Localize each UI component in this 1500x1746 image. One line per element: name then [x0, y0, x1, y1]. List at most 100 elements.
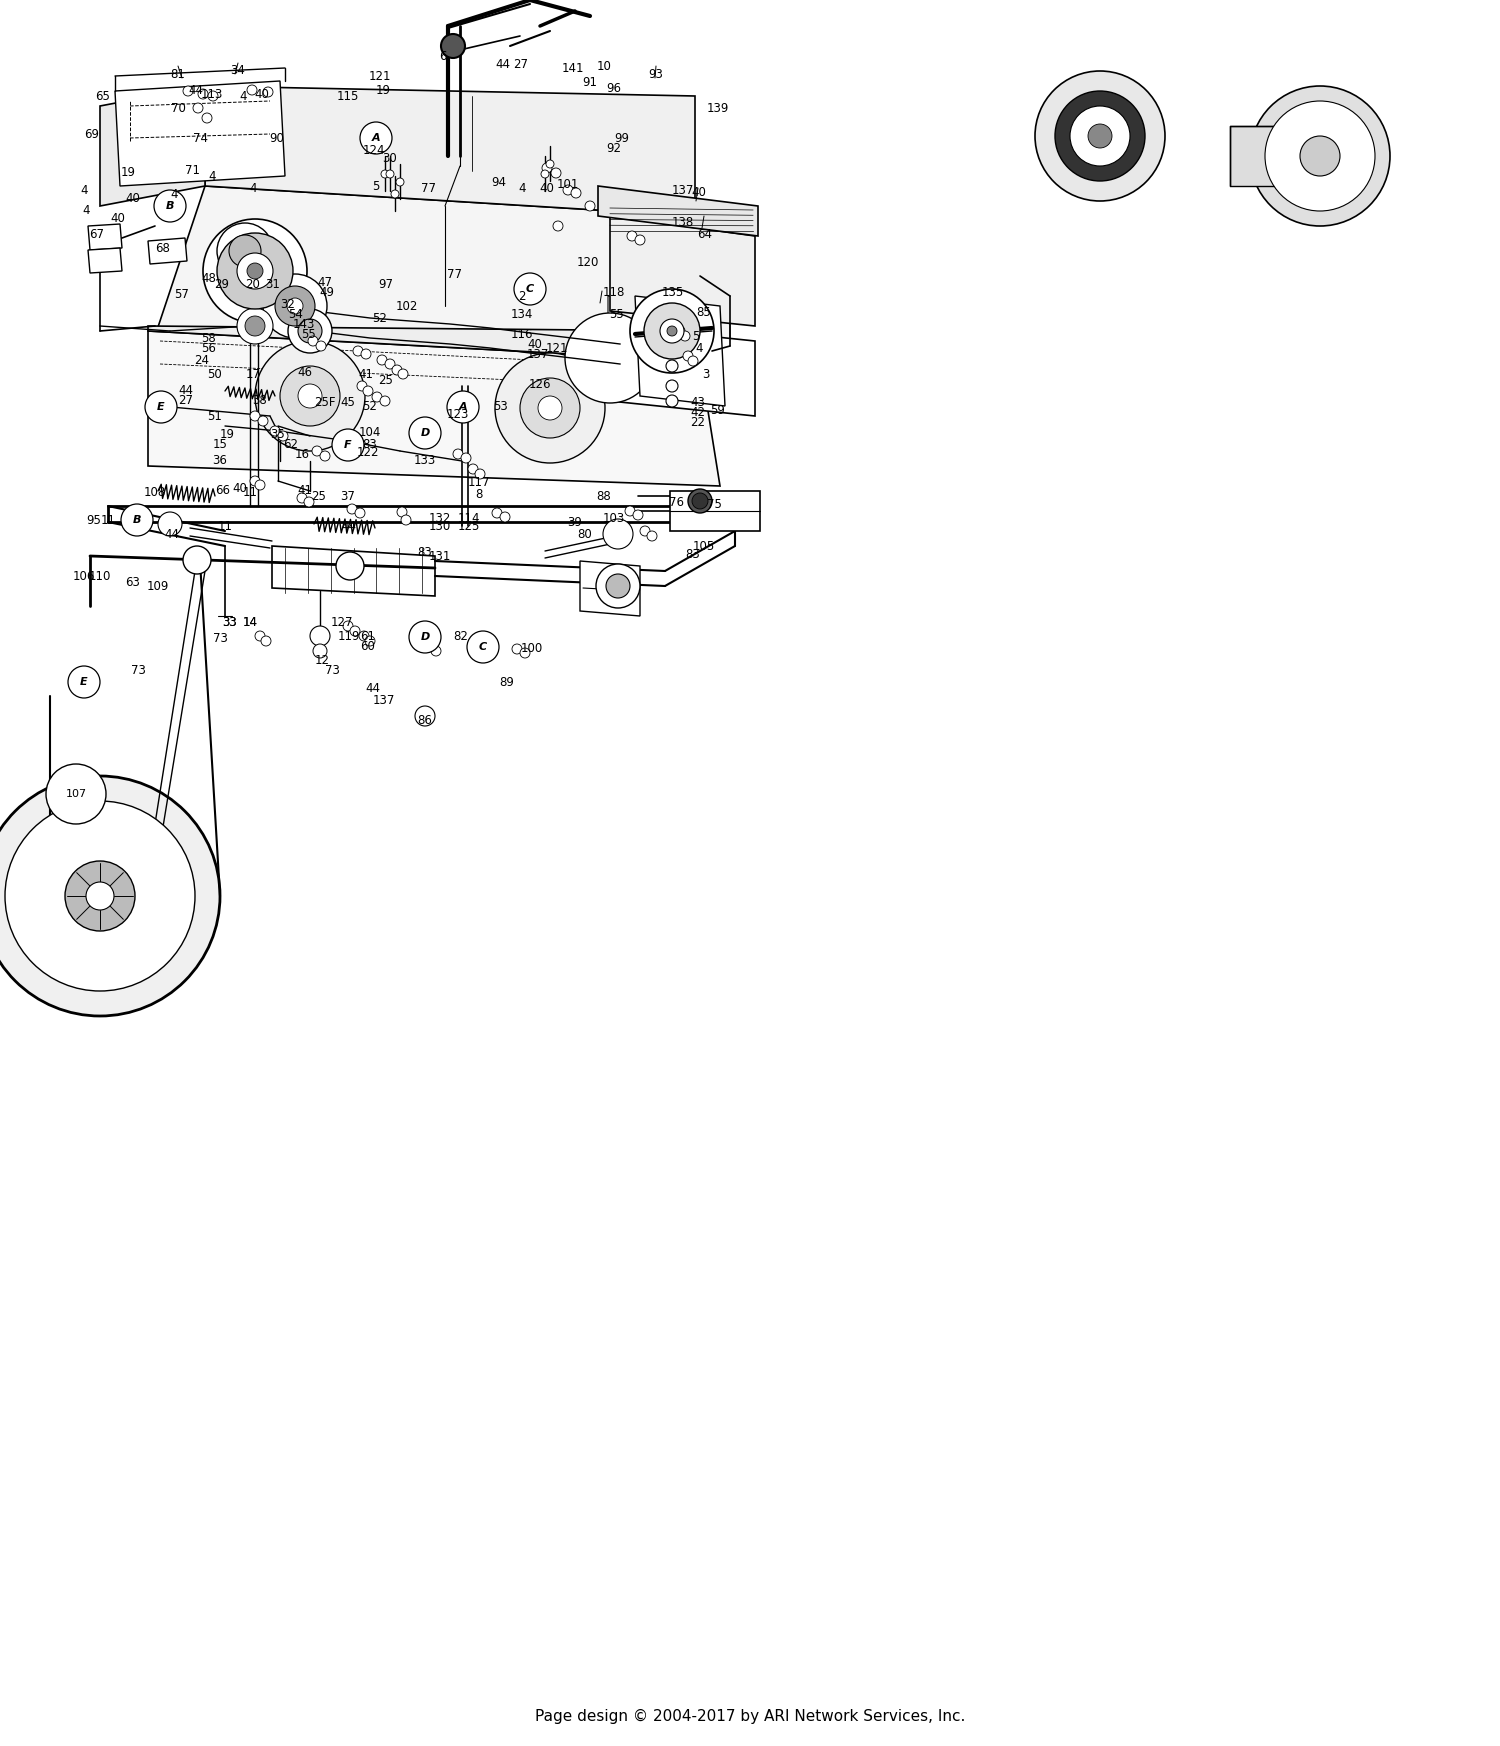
Circle shape — [357, 381, 368, 391]
Text: 73: 73 — [213, 632, 228, 644]
Circle shape — [416, 705, 435, 726]
Text: 40: 40 — [255, 87, 270, 101]
Polygon shape — [148, 237, 188, 264]
Text: 25: 25 — [312, 489, 327, 503]
Text: 43: 43 — [690, 396, 705, 409]
Circle shape — [251, 477, 260, 485]
Text: 5: 5 — [372, 180, 380, 192]
Circle shape — [562, 185, 573, 196]
Text: 39: 39 — [567, 515, 582, 529]
Text: 86: 86 — [417, 714, 432, 726]
Text: 25: 25 — [378, 374, 393, 386]
Circle shape — [634, 236, 645, 244]
Circle shape — [298, 320, 322, 342]
Circle shape — [344, 622, 352, 630]
Circle shape — [183, 86, 194, 96]
Text: 11: 11 — [243, 485, 258, 499]
Circle shape — [251, 410, 260, 421]
Circle shape — [1300, 136, 1340, 176]
Circle shape — [675, 327, 686, 335]
Text: 40: 40 — [232, 482, 248, 496]
Text: 127: 127 — [330, 616, 354, 629]
Circle shape — [183, 546, 211, 574]
Text: 134: 134 — [512, 307, 532, 321]
Text: 40: 40 — [528, 339, 543, 351]
Circle shape — [336, 552, 364, 580]
Polygon shape — [154, 187, 730, 356]
Circle shape — [310, 627, 330, 646]
Text: 130: 130 — [429, 520, 451, 534]
Text: 4: 4 — [240, 89, 246, 103]
Circle shape — [546, 161, 554, 168]
Circle shape — [572, 189, 580, 197]
Circle shape — [514, 272, 546, 306]
Text: 27: 27 — [513, 58, 528, 70]
Text: 44: 44 — [189, 84, 204, 98]
Text: 4: 4 — [81, 183, 87, 197]
Text: 65: 65 — [96, 89, 111, 103]
Circle shape — [217, 223, 273, 279]
Circle shape — [488, 641, 496, 651]
Circle shape — [668, 327, 676, 335]
Text: 132: 132 — [429, 512, 451, 524]
Text: 52: 52 — [363, 400, 378, 414]
Text: 3: 3 — [702, 367, 709, 381]
Polygon shape — [272, 546, 435, 595]
Text: 52: 52 — [372, 311, 387, 325]
Text: 100: 100 — [520, 641, 543, 655]
Circle shape — [68, 665, 100, 698]
Circle shape — [512, 644, 522, 655]
Text: 37: 37 — [340, 489, 356, 503]
Circle shape — [230, 236, 261, 267]
Text: 103: 103 — [603, 512, 625, 524]
Text: 82: 82 — [453, 630, 468, 644]
Circle shape — [346, 505, 357, 513]
Text: 29: 29 — [214, 278, 230, 290]
Circle shape — [627, 230, 638, 241]
Text: 66: 66 — [216, 484, 231, 498]
Text: 63: 63 — [126, 576, 141, 590]
Text: 55: 55 — [302, 328, 316, 340]
Text: 120: 120 — [578, 255, 598, 269]
Text: 115: 115 — [338, 89, 358, 103]
Text: 47: 47 — [318, 276, 333, 288]
Circle shape — [248, 86, 256, 94]
Text: 109: 109 — [147, 580, 170, 592]
Circle shape — [198, 89, 208, 100]
Text: 31: 31 — [266, 279, 280, 292]
Text: 64: 64 — [698, 227, 712, 241]
Text: 76: 76 — [669, 496, 684, 510]
Circle shape — [495, 353, 604, 463]
Circle shape — [380, 396, 390, 407]
Circle shape — [278, 431, 288, 442]
Text: 119: 119 — [338, 630, 360, 643]
Text: 88: 88 — [597, 489, 612, 503]
Text: 27: 27 — [178, 393, 194, 407]
Circle shape — [400, 515, 411, 526]
Circle shape — [320, 450, 330, 461]
Circle shape — [453, 449, 464, 459]
Text: 33: 33 — [222, 616, 237, 629]
Text: 59: 59 — [711, 405, 726, 417]
Circle shape — [298, 384, 322, 409]
Circle shape — [392, 190, 399, 197]
Circle shape — [398, 506, 406, 517]
Circle shape — [447, 391, 478, 423]
Text: 73: 73 — [130, 665, 146, 677]
Text: 53: 53 — [492, 400, 507, 414]
Circle shape — [248, 264, 262, 279]
Circle shape — [554, 222, 562, 230]
Text: 77: 77 — [447, 269, 462, 281]
Circle shape — [538, 396, 562, 421]
Text: 46: 46 — [297, 365, 312, 379]
Circle shape — [304, 498, 313, 506]
Circle shape — [1264, 101, 1376, 211]
Text: 67: 67 — [90, 227, 105, 241]
Text: A: A — [459, 402, 468, 412]
Text: 77: 77 — [420, 182, 435, 194]
Text: 68: 68 — [156, 241, 171, 255]
Text: 138: 138 — [672, 217, 694, 229]
Circle shape — [202, 113, 211, 122]
Text: 60: 60 — [360, 641, 375, 653]
Text: 58: 58 — [201, 332, 216, 344]
